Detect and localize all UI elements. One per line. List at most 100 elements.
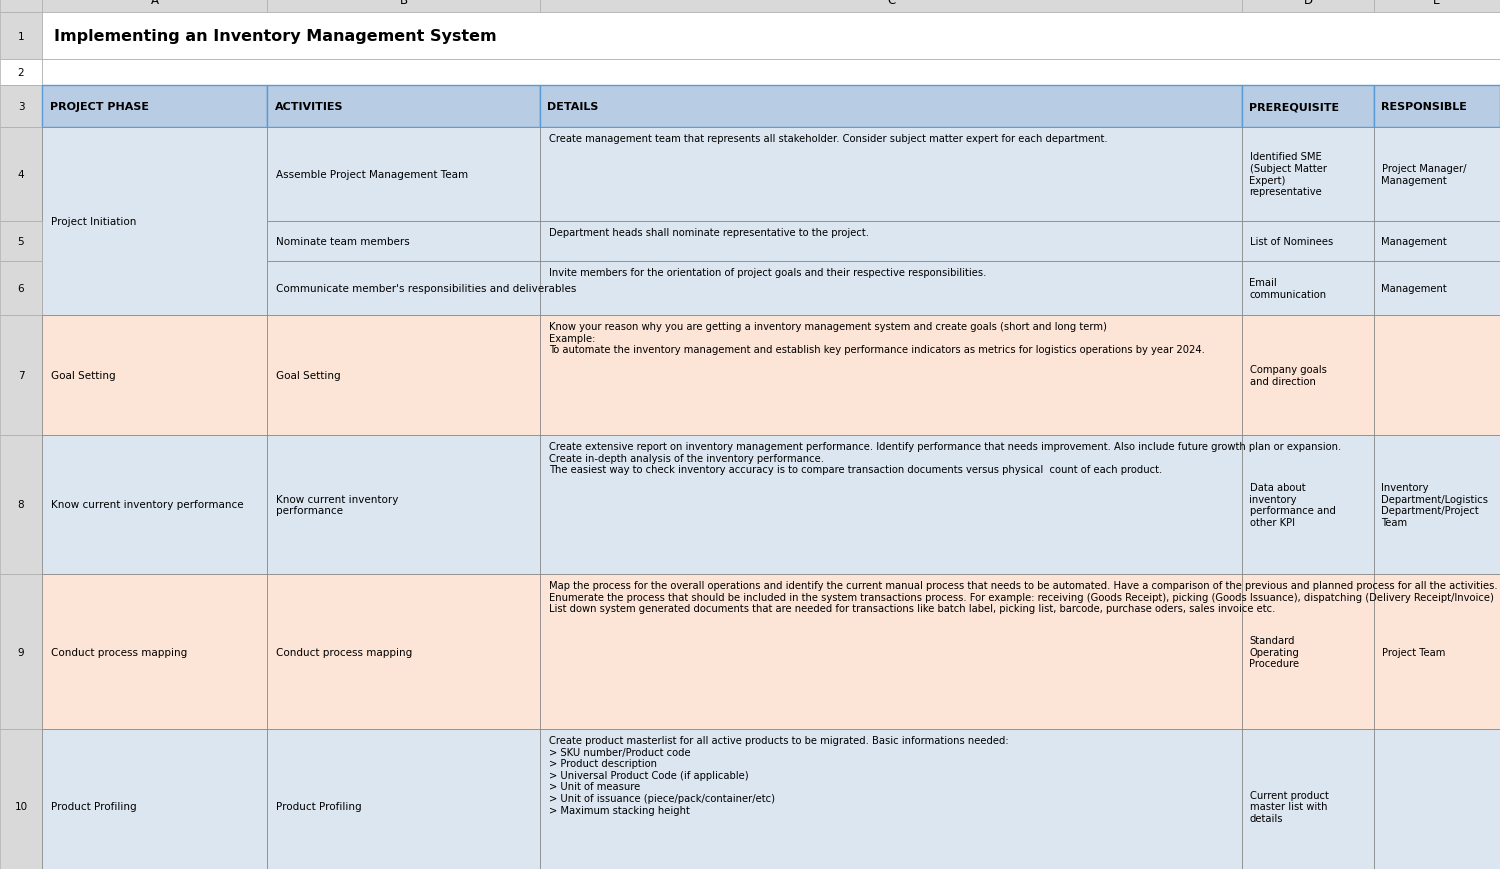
Bar (1242, 0, 1374, 13)
Text: Goal Setting: Goal Setting (51, 370, 116, 381)
Bar (1242, 729, 1374, 869)
Bar (0, 574, 42, 729)
Bar (540, 128, 1242, 222)
Bar (1374, 0, 1500, 13)
Bar (42, 574, 267, 729)
Bar (0, 128, 42, 222)
Bar (540, 574, 1242, 729)
Bar (267, 262, 540, 315)
Bar (1374, 222, 1500, 262)
Bar (1242, 86, 1374, 128)
Bar (540, 729, 1242, 869)
Bar (1374, 262, 1500, 315)
Bar (1374, 435, 1500, 574)
Bar (1242, 222, 1374, 262)
Bar (42, 729, 267, 869)
Text: Create extensive report on inventory management performance. Identify performanc: Create extensive report on inventory man… (549, 441, 1341, 474)
Text: D: D (1304, 0, 1312, 7)
Text: Map the process for the overall operations and identify the current manual proce: Map the process for the overall operatio… (549, 580, 1497, 614)
Text: Nominate team members: Nominate team members (276, 236, 410, 247)
Bar (267, 435, 540, 574)
Text: C: C (886, 0, 896, 7)
Text: Goal Setting: Goal Setting (276, 370, 340, 381)
Text: ACTIVITIES: ACTIVITIES (274, 102, 344, 112)
Bar (42, 13, 1500, 60)
Text: PROJECT PHASE: PROJECT PHASE (50, 102, 148, 112)
Text: 10: 10 (15, 801, 27, 812)
Bar (267, 0, 540, 13)
Bar (1374, 86, 1500, 128)
Text: Communicate member's responsibilities and deliverables: Communicate member's responsibilities an… (276, 283, 576, 294)
Text: Create management team that represents all stakeholder. Consider subject matter : Create management team that represents a… (549, 134, 1107, 143)
Text: Invite members for the orientation of project goals and their respective respons: Invite members for the orientation of pr… (549, 268, 987, 277)
Bar (267, 315, 540, 435)
Bar (0, 0, 42, 13)
Text: PREREQUISITE: PREREQUISITE (1250, 102, 1340, 112)
Bar (0, 435, 42, 574)
Text: List of Nominees: List of Nominees (1250, 236, 1332, 247)
Bar (0, 315, 42, 435)
Bar (42, 60, 1500, 86)
Bar (1374, 574, 1500, 729)
Text: Product Profiling: Product Profiling (51, 801, 136, 812)
Bar (540, 262, 1242, 315)
Text: Department heads shall nominate representative to the project.: Department heads shall nominate represen… (549, 228, 868, 237)
Text: Current product
master list with
details: Current product master list with details (1250, 790, 1329, 823)
Bar (0, 262, 42, 315)
Text: Know current inventory
performance: Know current inventory performance (276, 494, 399, 515)
Text: Project Initiation: Project Initiation (51, 216, 136, 227)
Text: Product Profiling: Product Profiling (276, 801, 362, 812)
Text: DETAILS: DETAILS (548, 102, 598, 112)
Text: RESPONSIBLE: RESPONSIBLE (1382, 102, 1467, 112)
Text: Create product masterlist for all active products to be migrated. Basic informat: Create product masterlist for all active… (549, 735, 1008, 814)
Bar (42, 315, 267, 435)
Text: 3: 3 (18, 102, 24, 112)
Bar (1374, 128, 1500, 222)
Bar (1242, 574, 1374, 729)
Text: Know current inventory performance: Know current inventory performance (51, 500, 243, 510)
Text: Inventory
Department/Logistics
Department/Project
Team: Inventory Department/Logistics Departmen… (1382, 482, 1488, 527)
Bar (1242, 315, 1374, 435)
Text: B: B (399, 0, 408, 7)
Text: 7: 7 (18, 370, 24, 381)
Bar (267, 222, 540, 262)
Text: Implementing an Inventory Management System: Implementing an Inventory Management Sys… (54, 29, 497, 44)
Bar (267, 128, 540, 222)
Text: 5: 5 (18, 236, 24, 247)
Text: Email
communication: Email communication (1250, 278, 1326, 299)
Text: 6: 6 (18, 283, 24, 294)
Text: Data about
inventory
performance and
other KPI: Data about inventory performance and oth… (1250, 482, 1335, 527)
Bar (540, 222, 1242, 262)
Bar (1374, 729, 1500, 869)
Bar (267, 574, 540, 729)
Bar (0, 13, 42, 60)
Bar (540, 0, 1242, 13)
Text: Conduct process mapping: Conduct process mapping (276, 647, 412, 657)
Text: 9: 9 (18, 647, 24, 657)
Text: Company goals
and direction: Company goals and direction (1250, 365, 1326, 386)
Bar (42, 0, 267, 13)
Text: 4: 4 (18, 169, 24, 180)
Bar (540, 315, 1242, 435)
Bar (42, 435, 267, 574)
Bar (1242, 262, 1374, 315)
Bar (267, 86, 540, 128)
Bar (267, 729, 540, 869)
Bar (1242, 128, 1374, 222)
Bar (42, 86, 267, 128)
Bar (0, 222, 42, 262)
Text: Project Manager/
Management: Project Manager/ Management (1382, 164, 1466, 185)
Text: Identified SME
(Subject Matter
Expert)
representative: Identified SME (Subject Matter Expert) r… (1250, 152, 1326, 197)
Bar (0, 60, 42, 86)
Text: Know your reason why you are getting a inventory management system and create go: Know your reason why you are getting a i… (549, 322, 1204, 355)
Text: Standard
Operating
Procedure: Standard Operating Procedure (1250, 635, 1299, 668)
Text: Management: Management (1382, 283, 1448, 294)
Text: 2: 2 (18, 68, 24, 78)
Bar (1242, 435, 1374, 574)
Bar (0, 86, 42, 128)
Text: Project Team: Project Team (1382, 647, 1444, 657)
Text: 8: 8 (18, 500, 24, 510)
Text: Management: Management (1382, 236, 1448, 247)
Bar (42, 128, 267, 315)
Bar (1374, 315, 1500, 435)
